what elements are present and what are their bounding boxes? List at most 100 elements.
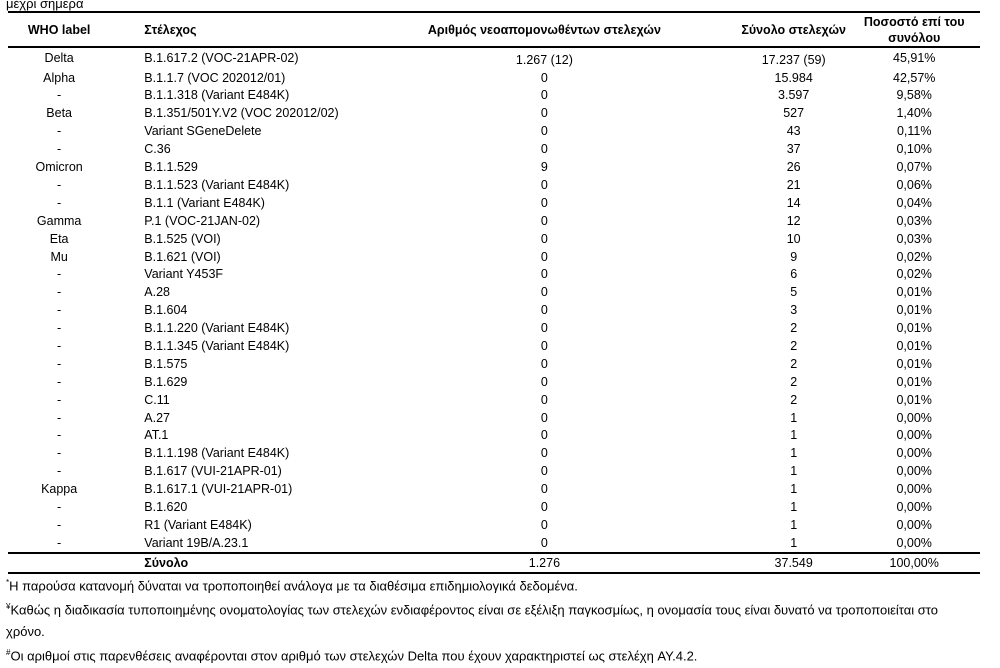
cell-new-isolates: 0 (540, 464, 548, 479)
table-row: - C.36 0 37 0,10% (8, 141, 980, 159)
cell-who-label: - (57, 338, 62, 353)
cell-who-label: - (57, 392, 62, 407)
cell-new-isolates: 0 (540, 338, 548, 353)
cell-who-label: Eta (49, 231, 69, 246)
table-row: - B.1.620 0 1 0,00% (8, 499, 980, 517)
cell-percentage: 0,03% (896, 213, 932, 228)
cell-total-strains: 10 (786, 231, 801, 246)
cell-total-strains: 1 (790, 446, 798, 461)
header-new-isolates: Αριθμός νεοαπομονωθέντων στελεχών (427, 22, 661, 37)
table-row: - B.1.617 (VUI-21APR-01) 0 1 0,00% (8, 463, 980, 481)
table-row: - Variant Y453F 0 6 0,02% (8, 266, 980, 284)
cell-total-strains: 26 (786, 160, 801, 175)
cell-strain: C.11 (144, 392, 170, 407)
cell-strain: B.1.1.523 (Variant E484K) (144, 177, 290, 192)
cell-total-strains: 6 (790, 267, 798, 282)
cell-strain: B.1.1.529 (144, 160, 198, 175)
cell-who-label: - (57, 356, 62, 371)
cell-percentage: 0,11% (896, 124, 932, 139)
cell-total-strains: 1 (790, 499, 798, 514)
cell-strain: Variant Y453F (144, 267, 224, 282)
table-row: - B.1.1 (Variant E484K) 0 14 0,04% (8, 194, 980, 212)
table-row: Eta B.1.525 (VOI) 0 10 0,03% (8, 230, 980, 248)
table-row: - B.1.1.220 (Variant E484K) 0 2 0,01% (8, 320, 980, 338)
cell-percentage: 0,00% (896, 482, 932, 497)
cell-total-strains: 1 (790, 482, 798, 497)
table-row: - AT.1 0 1 0,00% (8, 427, 980, 445)
cell-who-label: - (57, 142, 62, 157)
cell-new-isolates: 0 (540, 195, 548, 210)
cell-total-strains: 12 (786, 213, 801, 228)
cell-percentage: 0,02% (896, 249, 932, 264)
cell-total-strains: 3 (790, 303, 798, 318)
cell-percentage: 0,07% (896, 160, 932, 175)
table-row: Kappa B.1.617.1 (VUI-21APR-01) 0 1 0,00% (8, 481, 980, 499)
cell-who-label: - (57, 517, 62, 532)
cell-new-isolates: 0 (540, 88, 548, 103)
cut-off-heading: μέχρι σήμερα (6, 0, 84, 11)
cell-total-strains: 1 (790, 410, 798, 425)
cell-who-label: - (57, 303, 62, 318)
cell-who-label: Delta (44, 51, 74, 66)
cell-total-strains: 1 (790, 535, 798, 550)
cell-total-strains: 1 (790, 428, 798, 443)
cell-strain: B.1.617.1 (VUI-21APR-01) (144, 482, 293, 497)
footnote: *Η παρούσα κατανομή δύναται να τροποποιη… (6, 578, 578, 594)
cell-new-isolates: 0 (540, 267, 548, 282)
cell-new-isolates: 0 (540, 70, 548, 85)
cell-percentage: 45,91% (893, 51, 936, 66)
cell-total-strains: 43 (786, 124, 801, 139)
cell-total-strains: 17.237 (59) (761, 53, 826, 68)
cell-new-isolates: 0 (540, 410, 548, 425)
cell-who-label: - (57, 499, 62, 514)
cell-strain: B.1.525 (VOI) (144, 231, 221, 246)
cell-who-label: Kappa (41, 482, 78, 497)
cell-new-isolates: 0 (540, 482, 548, 497)
cell-percentage: 1,40% (896, 106, 932, 121)
cell-strain: AT.1 (144, 428, 169, 443)
cell-who-label: Gamma (36, 213, 82, 228)
cell-strain: B.1.1.345 (Variant E484K) (144, 338, 290, 353)
cell-who-label: - (57, 374, 62, 389)
cell-new-isolates: 0 (540, 124, 548, 139)
cell-percentage: 0,03% (896, 231, 932, 246)
cell-who-label: - (57, 464, 62, 479)
cell-total-strains: 5 (790, 285, 798, 300)
table-row: - C.11 0 2 0,01% (8, 391, 980, 409)
cell-percentage: 0,02% (896, 267, 932, 282)
cell-who-label: - (57, 428, 62, 443)
cell-strain: B.1.604 (144, 303, 188, 318)
table-row: Beta B.1.351/501Y.V2 (VOC 202012/02) 0 527 1… (8, 105, 980, 123)
cell-percentage: 0,00% (896, 517, 932, 532)
cell-new-isolates: 0 (540, 517, 548, 532)
total-new: 1.276 (528, 555, 561, 570)
cell-total-strains: 21 (786, 177, 801, 192)
cell-who-label: Omicron (35, 160, 83, 175)
cell-percentage: 0,01% (896, 338, 932, 353)
cell-who-label: - (57, 124, 62, 139)
cell-strain: B.1.1.220 (Variant E484K) (144, 321, 290, 336)
cell-percentage: 0,04% (896, 195, 932, 210)
cell-who-label: - (57, 535, 62, 550)
cell-strain: B.1.629 (144, 374, 188, 389)
cell-total-strains: 2 (790, 356, 798, 371)
total-percentage: 100,00% (889, 555, 939, 570)
cell-new-isolates: 0 (540, 392, 548, 407)
cell-who-label: Alpha (43, 70, 76, 85)
cell-who-label: - (57, 267, 62, 282)
cell-percentage: 42,57% (893, 70, 936, 85)
cell-new-isolates: 9 (540, 160, 548, 175)
table-row: - B.1.1.523 (Variant E484K) 0 21 0,06% (8, 177, 980, 195)
cell-total-strains: 1 (790, 517, 798, 532)
cell-percentage: 0,00% (896, 464, 932, 479)
cell-total-strains: 2 (790, 392, 798, 407)
cell-strain: P.1 (VOC-21JAN-02) (144, 213, 261, 228)
table-row: Gamma P.1 (VOC-21JAN-02) 0 12 0,03% (8, 212, 980, 230)
cell-total-strains: 9 (790, 249, 798, 264)
cell-new-isolates: 0 (540, 106, 548, 121)
table-row: - B.1.1.318 (Variant E484K) 0 3.597 9,58% (8, 87, 980, 105)
cell-total-strains: 2 (790, 374, 798, 389)
table-row: - B.1.629 0 2 0,01% (8, 373, 980, 391)
table-row: - Variant SGeneDelete 0 43 0,11% (8, 123, 980, 141)
cell-new-isolates: 1.267 (12) (515, 53, 573, 68)
